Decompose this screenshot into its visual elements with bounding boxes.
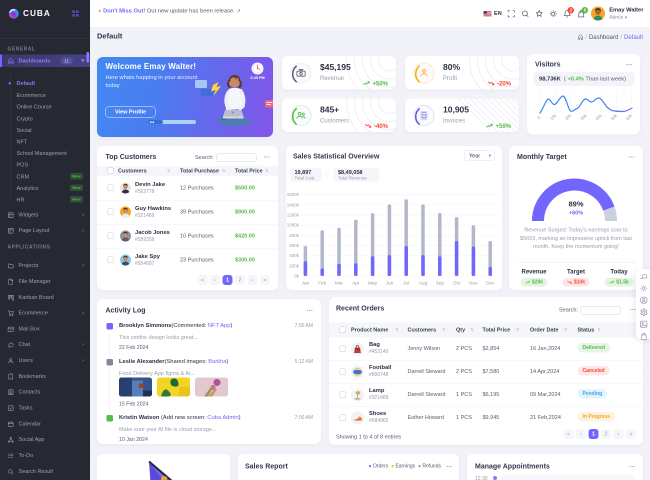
- svg-text:1200k: 1200k: [287, 213, 300, 218]
- svg-text:Apr: Apr: [352, 281, 360, 287]
- svg-text:400k: 400k: [289, 253, 300, 258]
- svg-text:Jan: Jan: [302, 281, 310, 287]
- svg-text:10k: 10k: [549, 112, 558, 121]
- svg-text:20k: 20k: [564, 112, 573, 121]
- svg-text:50k: 50k: [610, 112, 619, 121]
- svg-text:0k: 0k: [294, 274, 300, 279]
- svg-text:Aug: Aug: [419, 281, 428, 287]
- svg-text:Oct: Oct: [453, 281, 461, 287]
- svg-text:Nov: Nov: [469, 281, 478, 287]
- svg-text:800k: 800k: [289, 233, 300, 238]
- svg-text:30k: 30k: [579, 112, 588, 121]
- svg-text:1600k: 1600k: [287, 192, 300, 197]
- svg-text:Dec: Dec: [486, 281, 495, 287]
- svg-text:1400k: 1400k: [287, 202, 300, 207]
- svg-text:Jun: Jun: [386, 281, 394, 287]
- svg-text:60k: 60k: [625, 112, 634, 121]
- svg-text:Sep: Sep: [436, 281, 445, 287]
- svg-text:0: 0: [537, 115, 542, 121]
- svg-text:600k: 600k: [289, 243, 300, 248]
- svg-text:May: May: [368, 281, 378, 287]
- svg-text:Mar: Mar: [335, 281, 344, 287]
- svg-text:40k: 40k: [594, 112, 603, 121]
- svg-text:3:45 PM: 3:45 PM: [250, 76, 264, 80]
- svg-text:200k: 200k: [289, 263, 300, 268]
- svg-text:Feb: Feb: [318, 281, 327, 287]
- svg-text:1000k: 1000k: [287, 223, 300, 228]
- svg-text:Jul: Jul: [403, 281, 409, 287]
